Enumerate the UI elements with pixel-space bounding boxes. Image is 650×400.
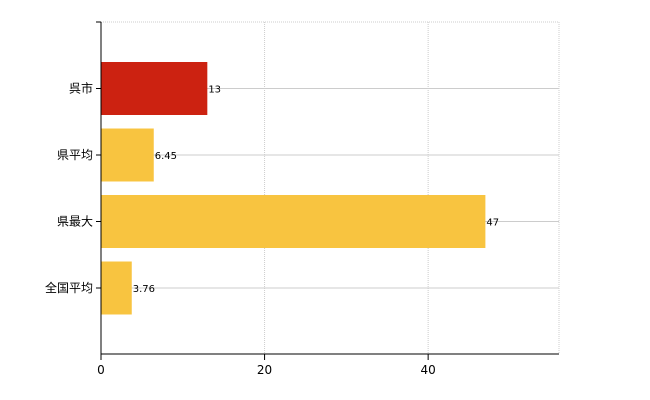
- x-tick-label: 0: [97, 363, 105, 377]
- y-tick-label: 全国平均: [45, 280, 93, 295]
- y-tick-label: 県平均: [57, 148, 93, 162]
- y-tick-label: 呉市: [69, 81, 93, 96]
- bar: [101, 261, 132, 315]
- bar: [101, 62, 208, 115]
- x-tick-label: 20: [257, 363, 272, 377]
- bar-value-label: 6.45: [155, 151, 177, 162]
- x-tick-label: 40: [421, 363, 436, 377]
- bars: [101, 62, 486, 315]
- bar: [101, 128, 154, 182]
- y-tick-label: 県最大: [57, 215, 93, 229]
- bar-value-label: 47: [486, 218, 499, 229]
- data-labels: 13 6.45 47 3.76: [133, 85, 499, 296]
- bar-value-label: 13: [208, 85, 221, 96]
- bar: [101, 195, 486, 248]
- bar-value-label: 3.76: [133, 284, 155, 295]
